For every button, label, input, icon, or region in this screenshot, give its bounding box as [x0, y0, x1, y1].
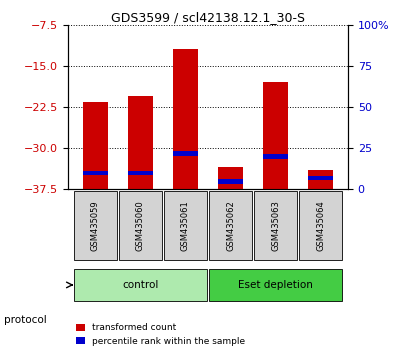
Text: GSM435063: GSM435063 — [271, 200, 280, 251]
Bar — [128, 96, 153, 189]
Bar — [74, 191, 116, 261]
Bar — [254, 191, 297, 261]
Text: GSM435064: GSM435064 — [316, 200, 326, 251]
Bar — [209, 191, 252, 261]
Bar — [209, 269, 342, 301]
Bar — [83, 171, 108, 175]
Text: GSM435062: GSM435062 — [226, 200, 235, 251]
Bar — [308, 176, 333, 180]
Text: control: control — [122, 280, 158, 290]
Bar — [83, 102, 108, 189]
Bar — [173, 151, 198, 155]
Bar — [173, 50, 198, 189]
Bar — [119, 191, 162, 261]
Bar — [218, 179, 243, 183]
Legend: transformed count, percentile rank within the sample: transformed count, percentile rank withi… — [72, 320, 249, 349]
Text: GSM435061: GSM435061 — [181, 200, 190, 251]
Text: GSM435060: GSM435060 — [136, 200, 145, 251]
Title: GDS3599 / scl42138.12.1_30-S: GDS3599 / scl42138.12.1_30-S — [111, 11, 305, 24]
Bar — [218, 167, 243, 189]
Bar — [263, 82, 288, 189]
Bar — [164, 191, 207, 261]
Bar — [308, 170, 333, 189]
Text: protocol: protocol — [4, 315, 47, 325]
Text: GSM435059: GSM435059 — [90, 200, 100, 251]
Bar — [300, 191, 342, 261]
Text: Eset depletion: Eset depletion — [238, 280, 313, 290]
Bar — [128, 171, 153, 175]
Bar — [263, 154, 288, 159]
Bar — [74, 269, 207, 301]
